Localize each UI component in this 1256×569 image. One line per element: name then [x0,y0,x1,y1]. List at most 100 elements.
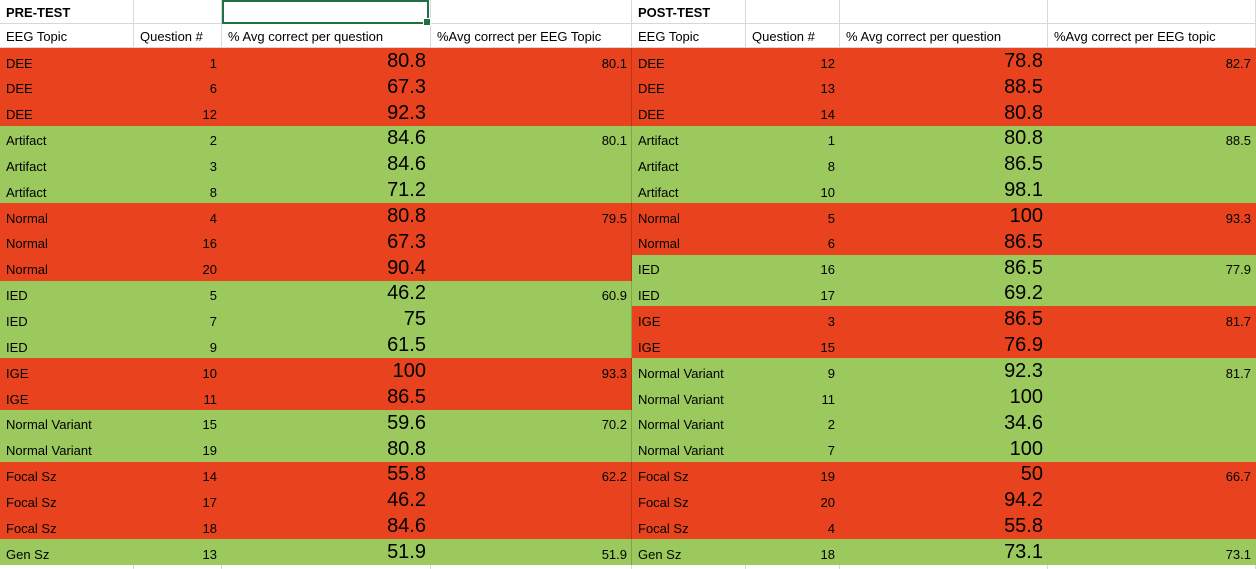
avg-correct-question-cell[interactable]: 46.2 [387,489,426,512]
avg-correct-question-cell[interactable]: 86.5 [387,385,426,408]
question-number-cell[interactable]: 3 [209,158,217,174]
avg-correct-topic-cell[interactable] [431,332,632,358]
topic-cell[interactable]: Focal Sz [6,520,57,536]
avg-correct-question-cell[interactable]: 46.2 [387,282,426,305]
empty-cell[interactable] [134,0,222,23]
question-number-cell[interactable]: 11 [821,391,836,407]
avg-correct-topic-cell[interactable] [1048,100,1256,126]
topic-cell[interactable]: Normal Variant [6,443,92,459]
avg-correct-topic-cell[interactable] [1048,436,1256,462]
topic-cell[interactable]: IED [638,288,660,304]
question-number-cell[interactable]: 13 [202,546,217,562]
topic-cell[interactable]: Gen Sz [638,546,682,562]
avg-correct-topic-cell[interactable] [431,255,632,281]
avg-correct-question-cell[interactable]: 100 [1009,437,1043,460]
avg-correct-topic-cell[interactable]: 88.5 [1225,133,1251,149]
header-avg-correct-topic[interactable]: %Avg correct per EEG topic [1048,24,1256,47]
topic-cell[interactable]: DEE [6,55,33,71]
header-avg-correct-question[interactable]: % Avg correct per question [840,24,1048,47]
avg-correct-question-cell[interactable]: 76.9 [1004,334,1043,357]
avg-correct-topic-cell[interactable] [1048,74,1256,100]
avg-correct-topic-cell[interactable]: 62.2 [601,469,627,485]
avg-correct-question-cell[interactable]: 71.2 [387,179,426,202]
question-number-cell[interactable]: 16 [820,262,835,278]
question-number-cell[interactable]: 14 [820,107,835,123]
avg-correct-question-cell[interactable]: 50 [1020,463,1043,486]
topic-cell[interactable]: DEE [6,81,33,97]
avg-correct-topic-cell[interactable] [431,436,632,462]
topic-cell[interactable]: Artifact [638,184,679,200]
avg-correct-question-cell[interactable]: 55.8 [1004,515,1043,538]
avg-correct-topic-cell[interactable]: 70.2 [601,417,627,433]
question-number-cell[interactable]: 15 [820,339,835,355]
topic-cell[interactable]: Gen Sz [6,546,50,562]
avg-correct-question-cell[interactable]: 78.8 [1004,49,1043,72]
header-question-number[interactable]: Question # [134,24,222,47]
avg-correct-question-cell[interactable]: 67.3 [387,75,426,98]
empty-cell[interactable] [746,0,840,23]
avg-correct-topic-cell[interactable] [431,177,632,203]
topic-cell[interactable]: Artifact [638,133,679,149]
avg-correct-question-cell[interactable]: 98.1 [1004,179,1043,202]
question-number-cell[interactable]: 10 [820,184,835,200]
avg-correct-topic-cell[interactable]: 60.9 [601,288,627,304]
avg-correct-question-cell[interactable]: 84.6 [387,153,426,176]
avg-correct-question-cell[interactable]: 86.5 [1004,308,1043,331]
avg-correct-question-cell[interactable]: 90.4 [387,256,426,279]
question-number-cell[interactable]: 1 [827,133,835,149]
question-number-cell[interactable]: 8 [827,158,835,174]
question-number-cell[interactable]: 9 [827,365,835,381]
question-number-cell[interactable]: 19 [202,443,217,459]
topic-cell[interactable]: Normal [6,210,48,226]
topic-cell[interactable]: Normal [6,236,48,252]
avg-correct-topic-cell[interactable]: 51.9 [601,546,627,562]
avg-correct-topic-cell[interactable]: 81.7 [1225,313,1251,329]
pretest-title[interactable]: PRE-TEST [0,0,134,23]
topic-cell[interactable]: Focal Sz [638,469,689,485]
avg-correct-topic-cell[interactable] [1048,487,1256,513]
question-number-cell[interactable]: 8 [209,184,217,200]
topic-cell[interactable]: IGE [638,313,661,329]
topic-cell[interactable]: Focal Sz [638,494,689,510]
question-number-cell[interactable]: 14 [202,469,217,485]
question-number-cell[interactable]: 3 [827,313,835,329]
avg-correct-question-cell[interactable]: 55.8 [387,463,426,486]
avg-correct-question-cell[interactable]: 34.6 [1004,411,1043,434]
avg-correct-question-cell[interactable]: 73.1 [1004,540,1043,563]
avg-correct-topic-cell[interactable] [431,384,632,410]
avg-correct-topic-cell[interactable] [431,151,632,177]
question-number-cell[interactable]: 4 [209,210,217,226]
avg-correct-topic-cell[interactable]: 66.7 [1225,469,1251,485]
avg-correct-topic-cell[interactable]: 73.1 [1225,546,1251,562]
avg-correct-question-cell[interactable]: 61.5 [387,334,426,357]
question-number-cell[interactable]: 12 [820,55,835,71]
question-number-cell[interactable]: 5 [209,288,217,304]
topic-cell[interactable]: IGE [638,339,661,355]
avg-correct-question-cell[interactable]: 80.8 [387,437,426,460]
topic-cell[interactable]: Artifact [6,158,47,174]
topic-cell[interactable]: Artifact [638,158,679,174]
question-number-cell[interactable]: 6 [827,236,835,252]
avg-correct-question-cell[interactable]: 100 [1009,204,1043,227]
avg-correct-topic-cell[interactable] [1048,151,1256,177]
avg-correct-topic-cell[interactable]: 81.7 [1225,365,1251,381]
avg-correct-topic-cell[interactable] [1048,281,1256,307]
question-number-cell[interactable]: 12 [202,107,217,123]
posttest-title[interactable]: POST-TEST [632,0,746,23]
avg-correct-topic-cell[interactable]: 80.1 [601,133,627,149]
question-number-cell[interactable]: 2 [827,417,835,433]
question-number-cell[interactable]: 7 [827,443,835,459]
avg-correct-question-cell[interactable]: 80.8 [387,204,426,227]
header-question-number[interactable]: Question # [746,24,840,47]
avg-correct-topic-cell[interactable]: 93.3 [601,365,627,381]
question-number-cell[interactable]: 2 [209,133,217,149]
avg-correct-question-cell[interactable]: 86.5 [1004,230,1043,253]
avg-correct-topic-cell[interactable] [431,513,632,539]
selection-fill-handle[interactable] [423,18,431,26]
question-number-cell[interactable]: 13 [820,81,835,97]
topic-cell[interactable]: IED [6,288,28,304]
avg-correct-topic-cell[interactable] [1048,513,1256,539]
avg-correct-question-cell[interactable]: 88.5 [1004,75,1043,98]
question-number-cell[interactable]: 6 [209,81,217,97]
topic-cell[interactable]: DEE [638,107,665,123]
